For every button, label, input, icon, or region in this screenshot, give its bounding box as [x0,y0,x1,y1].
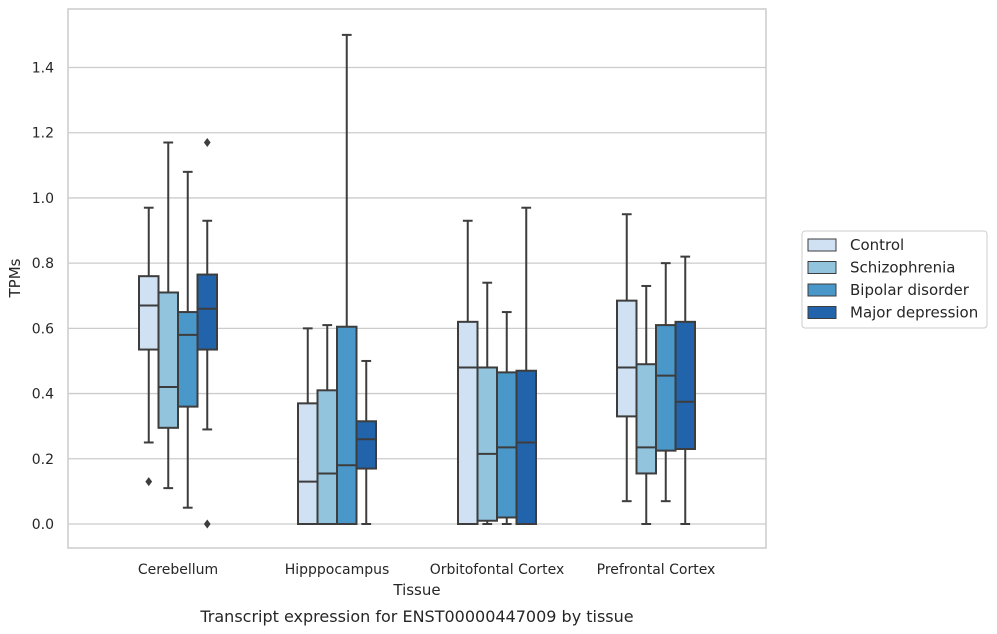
box-body [157,291,179,429]
outlier-point [203,137,211,147]
legend-swatch [807,283,837,297]
outlier-point [145,477,153,487]
box-body [496,371,518,519]
box-body [177,311,199,408]
x-tick-label: Cerebellum [138,562,218,578]
y-tick-label: 1.0 [32,191,54,207]
y-tick-label: 0.4 [32,387,54,403]
legend-label: Schizophrenia [850,259,955,277]
y-tick-labels: 0.0 0.2 0.4 0.6 0.8 1.0 1.2 1.4 [32,61,54,534]
box-body [196,273,218,351]
x-axis-label: Tissue [392,581,440,599]
legend-swatch [807,261,837,274]
legend-label: Bipolar disorder [850,281,970,299]
legend-swatch [807,238,837,252]
plot-frame [67,8,767,549]
y-tick-label: 1.4 [32,61,54,77]
box-body [515,369,537,525]
plot-area [68,9,766,548]
y-tick-label: 1.2 [32,126,54,142]
legend-frame [801,230,988,329]
chart-caption: Transcript expression for ENST0000044700… [199,607,633,626]
box-body [336,325,358,525]
x-tick-labels: Cerebellum Hipppocampus Orbitofontal Corte… [138,562,715,578]
box-bipolar-disorder [177,170,199,509]
box-body [316,389,338,525]
box-body [635,363,657,475]
legend-swatch [807,306,837,319]
x-tick-label: Prefrontal Cortex [597,562,716,578]
box-groups [138,33,696,529]
y-tick-label: 0.0 [32,517,54,533]
box-body [138,275,160,351]
box-body [355,420,377,470]
y-tick-label: 0.6 [32,321,54,337]
box-control [138,206,160,487]
box-body [457,320,479,526]
box-major-depression [674,255,696,525]
outlier-point [203,519,211,529]
box-major-depression [515,206,537,525]
x-tick-label: Hipppocampus [285,562,390,578]
box-schizophrenia [316,324,338,525]
legend-label: Control [850,236,904,254]
box-body [476,366,498,522]
legend-label: Major depression [850,304,978,322]
legend: Control Schizophrenia Bipolar disorder Majo… [801,230,988,329]
y-tick-label: 0.2 [32,452,54,468]
box-major-depression [355,359,377,525]
x-tick-label: Orbitofontal Cortex [430,562,565,578]
box-control [616,213,638,503]
box-body [655,324,677,452]
box-body [616,299,638,418]
box-body [297,402,319,526]
y-tick-label: 0.8 [32,256,54,272]
box-major-depression [196,137,218,529]
box-bipolar-disorder [655,262,677,503]
box-body [674,320,696,451]
box-control [457,219,479,526]
y-axis-label: TPMs [6,258,24,298]
